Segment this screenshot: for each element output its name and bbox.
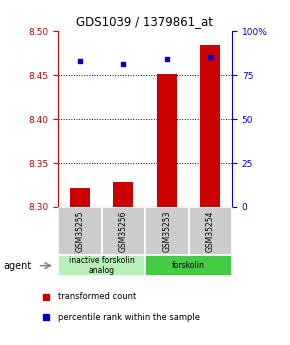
- Bar: [58, 255, 145, 276]
- Text: forskolin: forskolin: [172, 261, 205, 270]
- Bar: [145, 207, 188, 255]
- Text: GSM35256: GSM35256: [119, 210, 128, 252]
- Text: agent: agent: [3, 261, 31, 270]
- Bar: [70, 188, 90, 207]
- Bar: [102, 207, 145, 255]
- Text: percentile rank within the sample: percentile rank within the sample: [58, 313, 200, 322]
- Bar: [145, 255, 232, 276]
- Bar: [157, 74, 177, 207]
- Text: transformed count: transformed count: [58, 292, 136, 301]
- Text: GSM35255: GSM35255: [75, 210, 84, 252]
- Bar: [188, 207, 232, 255]
- Text: GSM35253: GSM35253: [162, 210, 171, 252]
- Text: inactive forskolin
analog: inactive forskolin analog: [69, 256, 134, 275]
- Bar: [113, 183, 133, 207]
- Bar: [200, 45, 220, 207]
- Text: GDS1039 / 1379861_at: GDS1039 / 1379861_at: [77, 16, 213, 29]
- Bar: [58, 207, 102, 255]
- Text: GSM35254: GSM35254: [206, 210, 215, 252]
